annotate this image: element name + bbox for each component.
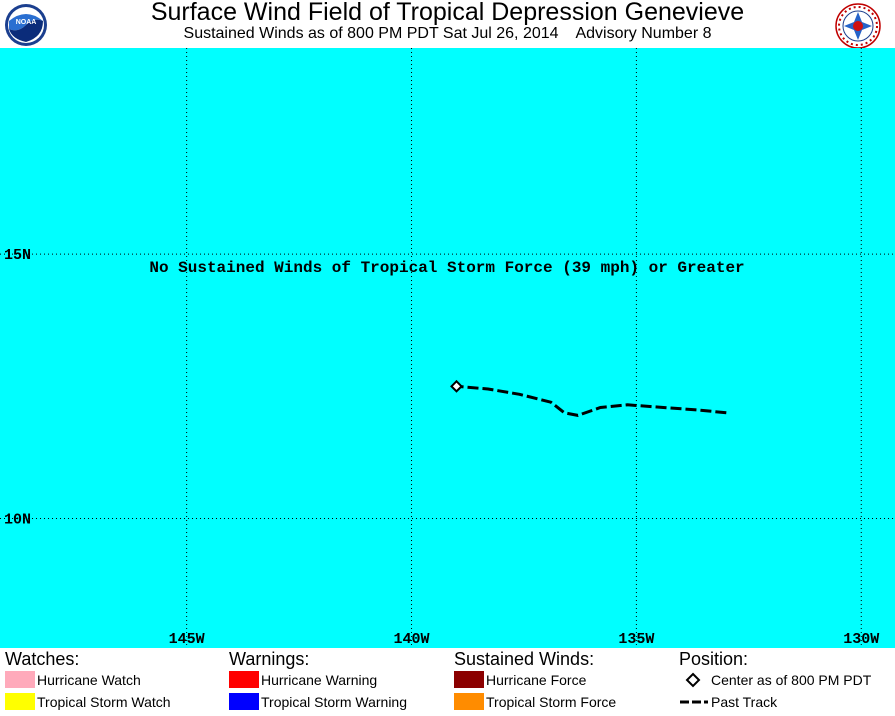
legend-label: Hurricane Watch [37,672,141,688]
national-weather-service-logo-icon [835,3,881,49]
graticule [0,48,895,648]
storm-center-marker [450,379,463,393]
noaa-logo-text: NOAA [16,19,37,26]
legend: Watches: Hurricane Watch Tropical Storm … [0,648,895,716]
ocean-background [0,48,895,648]
legend-label: Tropical Storm Watch [37,694,171,710]
tropical-storm-force-swatch [454,693,484,710]
legend-position-heading: Position: [679,649,749,669]
no-winds-message: No Sustained Winds of Tropical Storm For… [149,259,744,277]
longitude-label: 130W [843,631,879,648]
longitude-label: 145W [169,631,205,648]
noaa-logo-icon: NOAA [4,3,48,47]
hurricane-force-swatch [454,671,484,688]
past-track-dash-icon [680,700,708,704]
latitude-label: 10N [4,511,31,528]
legend-winds-heading: Sustained Winds: [454,649,595,669]
graticule-labels: 145W 140W 135W 130W 15N 10N [4,247,879,648]
legend-label: Center as of 800 PM PDT [711,672,872,688]
hurricane-watch-swatch [5,671,35,688]
latitude-label: 15N [4,247,31,264]
center-diamond-icon [685,672,701,688]
map-canvas: 145W 140W 135W 130W 15N 10N No Sustained Wind… [0,48,895,648]
legend-label: Hurricane Force [486,672,587,688]
map-panel: 145W 140W 135W 130W 15N 10N No Sustained Wind… [0,48,895,648]
legend-label: Past Track [711,694,778,710]
header: NOAA Surface Wind Field of Tropical Depr… [0,0,895,49]
tropical-storm-warning-swatch [229,693,259,710]
past-track-line [456,384,727,417]
map-subtitle: Sustained Winds as of 800 PM PDT Sat Jul… [183,25,712,42]
map-title: Surface Wind Field of Tropical Depressio… [150,0,745,26]
hurricane-warning-swatch [229,671,259,688]
legend-label: Tropical Storm Force [486,694,617,710]
tropical-storm-watch-swatch [5,693,35,710]
longitude-label: 140W [394,631,430,648]
legend-watches-heading: Watches: [5,649,80,669]
longitude-label: 135W [618,631,654,648]
legend-label: Hurricane Warning [261,672,378,688]
legend-warnings-heading: Warnings: [229,649,310,669]
legend-label: Tropical Storm Warning [261,694,408,710]
